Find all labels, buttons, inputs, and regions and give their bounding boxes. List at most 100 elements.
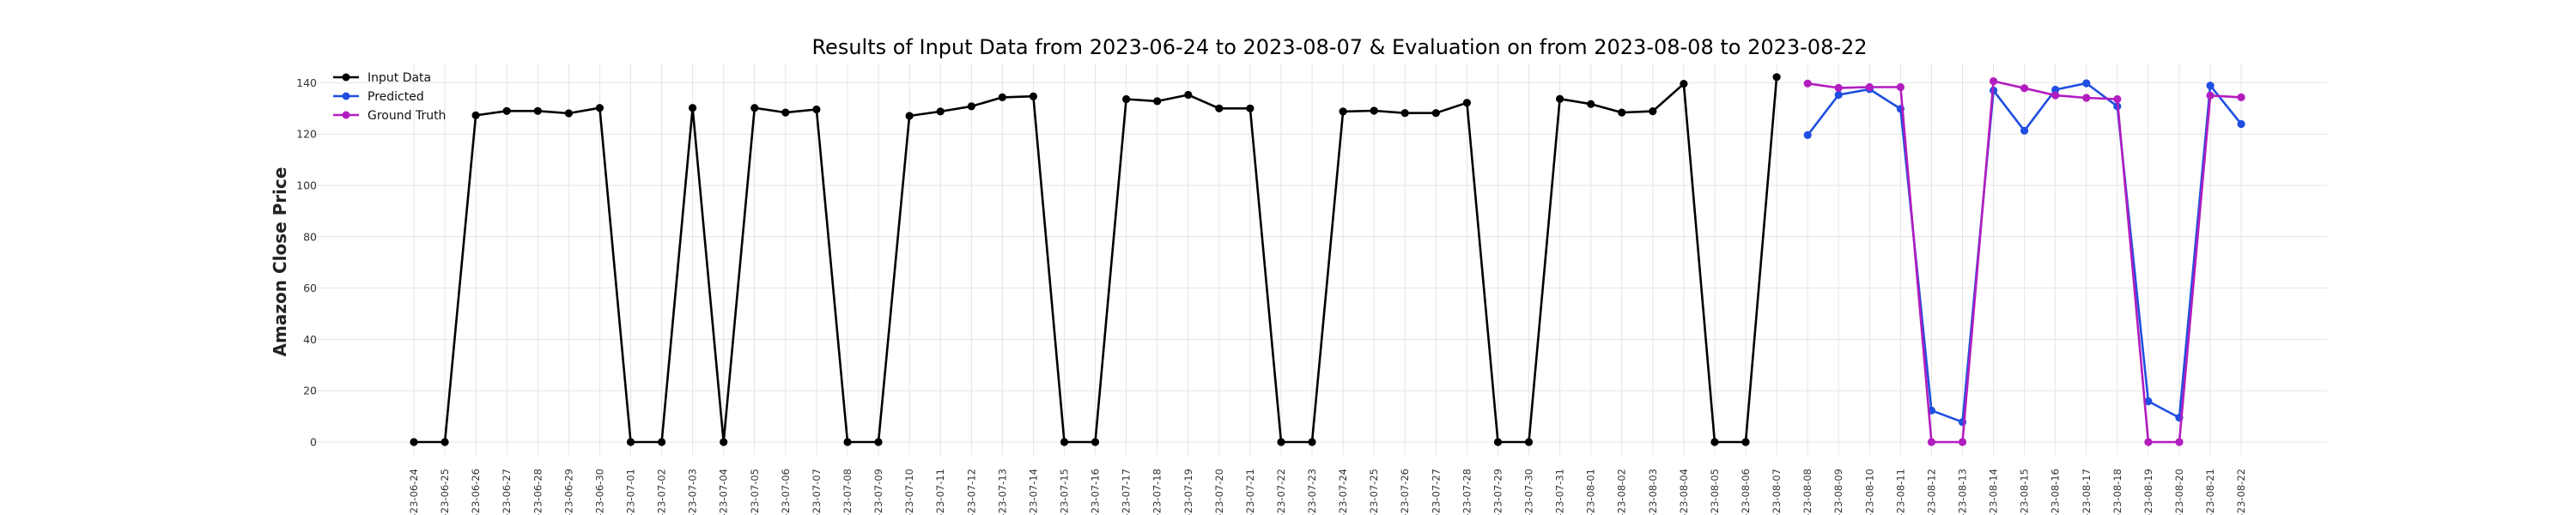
data-point-ground-truth-2023-08-15 [2020, 84, 2029, 93]
x-tick-label-2023-07-23: -23-07-23 [1306, 469, 1318, 515]
data-point-input-data-2023-08-03 [1649, 107, 1657, 116]
x-tick-label-2023-08-09: -23-08-09 [1832, 469, 1844, 515]
data-point-ground-truth-2023-08-18 [2113, 94, 2122, 104]
legend: Input Data Predicted Ground Truth [333, 71, 446, 123]
data-point-input-data-2023-07-13 [998, 93, 1006, 101]
data-point-predicted-2023-08-22 [2237, 119, 2245, 129]
data-point-input-data-2023-07-28 [1462, 99, 1471, 107]
y-tick-label-140: 140 [296, 76, 317, 89]
x-tick-label-2023-08-05: -23-08-05 [1709, 469, 1721, 515]
grid [309, 64, 2327, 455]
data-point-ground-truth-2023-08-11 [1896, 82, 1905, 92]
x-tick-label-2023-07-31: -23-07-31 [1554, 469, 1566, 515]
data-point-ground-truth-2023-08-10 [1865, 82, 1874, 92]
x-tick-label-2023-08-15: -23-08-15 [2019, 469, 2031, 515]
legend-item-ground-truth: Ground Truth [333, 109, 446, 123]
chart-title: Results of Input Data from 2023-06-24 to… [811, 35, 1867, 59]
data-point-input-data-2023-06-29 [564, 109, 574, 118]
data-point-ground-truth-2023-08-16 [2051, 91, 2060, 100]
data-point-ground-truth-2023-08-20 [2175, 438, 2184, 446]
x-tick-label-2023-07-03: -23-07-03 [687, 469, 699, 515]
x-tick-label-2023-06-27: -23-06-27 [501, 469, 513, 515]
data-point-input-data-2023-07-26 [1400, 109, 1409, 118]
data-point-input-data-2023-06-24 [410, 438, 418, 446]
data-point-input-data-2023-07-03 [689, 104, 697, 112]
data-point-input-data-2023-07-23 [1308, 438, 1316, 446]
data-point-input-data-2023-07-27 [1431, 109, 1440, 118]
legend-item-predicted: Predicted [333, 90, 424, 104]
data-point-input-data-2023-07-17 [1122, 94, 1131, 104]
x-tick-label-2023-07-19: -23-07-19 [1182, 469, 1194, 515]
x-tick-label-2023-07-26: -23-07-26 [1399, 469, 1411, 515]
x-tick-label-2023-07-21: -23-07-21 [1244, 469, 1256, 515]
x-tick-label-2023-06-26: -23-06-26 [470, 469, 482, 515]
data-point-input-data-2023-06-26 [471, 111, 480, 119]
data-point-input-data-2023-07-04 [720, 438, 728, 446]
x-tick-label-2023-08-21: -23-08-21 [2204, 469, 2216, 515]
data-point-predicted-2023-08-15 [2020, 126, 2029, 135]
y-tick-label-60: 60 [303, 282, 317, 294]
data-point-ground-truth-2023-08-12 [1927, 438, 1935, 446]
x-tick-label-2023-08-04: -23-08-04 [1678, 469, 1690, 515]
data-point-input-data-2023-07-20 [1215, 104, 1224, 112]
data-point-ground-truth-2023-08-14 [1990, 77, 1998, 86]
x-tick-label-2023-07-08: -23-07-08 [841, 469, 854, 515]
data-point-predicted-2023-08-17 [2082, 79, 2091, 88]
legend-dot-predicted [342, 92, 350, 100]
data-point-input-data-2023-07-24 [1339, 107, 1347, 116]
data-point-ground-truth-2023-08-13 [1958, 438, 1967, 446]
data-point-input-data-2023-07-02 [658, 438, 666, 446]
series-lines [410, 73, 2245, 446]
x-tick-label-2023-07-16: -23-07-16 [1090, 469, 1102, 515]
x-tick-label-2023-08-07: -23-08-07 [1771, 469, 1783, 515]
data-point-input-data-2023-07-07 [812, 105, 821, 114]
data-point-ground-truth-2023-08-22 [2237, 93, 2245, 101]
data-point-input-data-2023-07-01 [626, 438, 635, 446]
data-point-ground-truth-2023-08-17 [2082, 94, 2091, 102]
legend-dot-ground-truth [342, 111, 350, 119]
x-tick-label-2023-07-15: -23-07-15 [1058, 469, 1070, 515]
y-axis-label: Amazon Close Price [270, 167, 290, 357]
x-tick-label-2023-08-10: -23-08-10 [1863, 469, 1875, 515]
data-point-input-data-2023-07-08 [843, 438, 852, 446]
data-point-input-data-2023-07-21 [1246, 104, 1255, 112]
data-point-predicted-2023-08-08 [1803, 130, 1812, 139]
x-tick-label-2023-08-17: -23-08-17 [2081, 469, 2093, 515]
data-point-predicted-2023-08-09 [1834, 90, 1843, 100]
x-tick-label-2023-08-14: -23-08-14 [1988, 469, 2000, 515]
data-point-input-data-2023-08-06 [1741, 438, 1750, 446]
x-tick-label-2023-07-13: -23-07-13 [996, 469, 1008, 515]
data-point-ground-truth-2023-08-21 [2206, 91, 2215, 100]
x-tick-label-2023-07-10: -23-07-10 [903, 469, 915, 515]
data-point-ground-truth-2023-08-09 [1834, 83, 1843, 92]
y-tick-label-20: 20 [303, 385, 317, 397]
x-tick-label-2023-06-24: -23-06-24 [408, 469, 420, 515]
x-tick-label-2023-06-29: -23-06-29 [562, 469, 574, 515]
data-point-predicted-2023-08-19 [2144, 397, 2153, 406]
x-tick-label-2023-07-11: -23-07-11 [934, 469, 946, 515]
data-point-input-data-2023-08-07 [1772, 73, 1781, 82]
data-point-input-data-2023-06-28 [533, 106, 542, 115]
x-tick-label-2023-07-06: -23-07-06 [780, 469, 792, 515]
data-point-input-data-2023-07-05 [750, 104, 759, 112]
data-point-input-data-2023-07-29 [1493, 438, 1503, 446]
data-point-input-data-2023-07-15 [1060, 438, 1069, 446]
x-tick-label-2023-07-02: -23-07-02 [656, 469, 668, 515]
x-tick-label-2023-07-14: -23-07-14 [1027, 469, 1039, 515]
x-tick-label-2023-07-27: -23-07-27 [1430, 469, 1442, 515]
data-point-input-data-2023-08-05 [1710, 438, 1719, 446]
legend-item-input-data: Input Data [333, 71, 431, 85]
data-point-input-data-2023-06-25 [440, 438, 449, 446]
legend-label-input-data: Input Data [368, 71, 431, 85]
x-tick-label-2023-07-29: -23-07-29 [1492, 469, 1504, 515]
x-tick-label-2023-06-28: -23-06-28 [532, 469, 544, 515]
legend-label-ground-truth: Ground Truth [368, 109, 446, 123]
x-tick-label-2023-07-20: -23-07-20 [1213, 469, 1225, 515]
x-tick-label-2023-08-12: -23-08-12 [1925, 469, 1937, 515]
x-tick-label-2023-07-09: -23-07-09 [872, 469, 884, 515]
x-tick-label-2023-08-11: -23-08-11 [1894, 469, 1906, 515]
data-point-input-data-2023-07-09 [874, 438, 883, 446]
x-tick-label-2023-08-16: -23-08-16 [2050, 469, 2062, 515]
y-tick-label-120: 120 [296, 128, 317, 141]
